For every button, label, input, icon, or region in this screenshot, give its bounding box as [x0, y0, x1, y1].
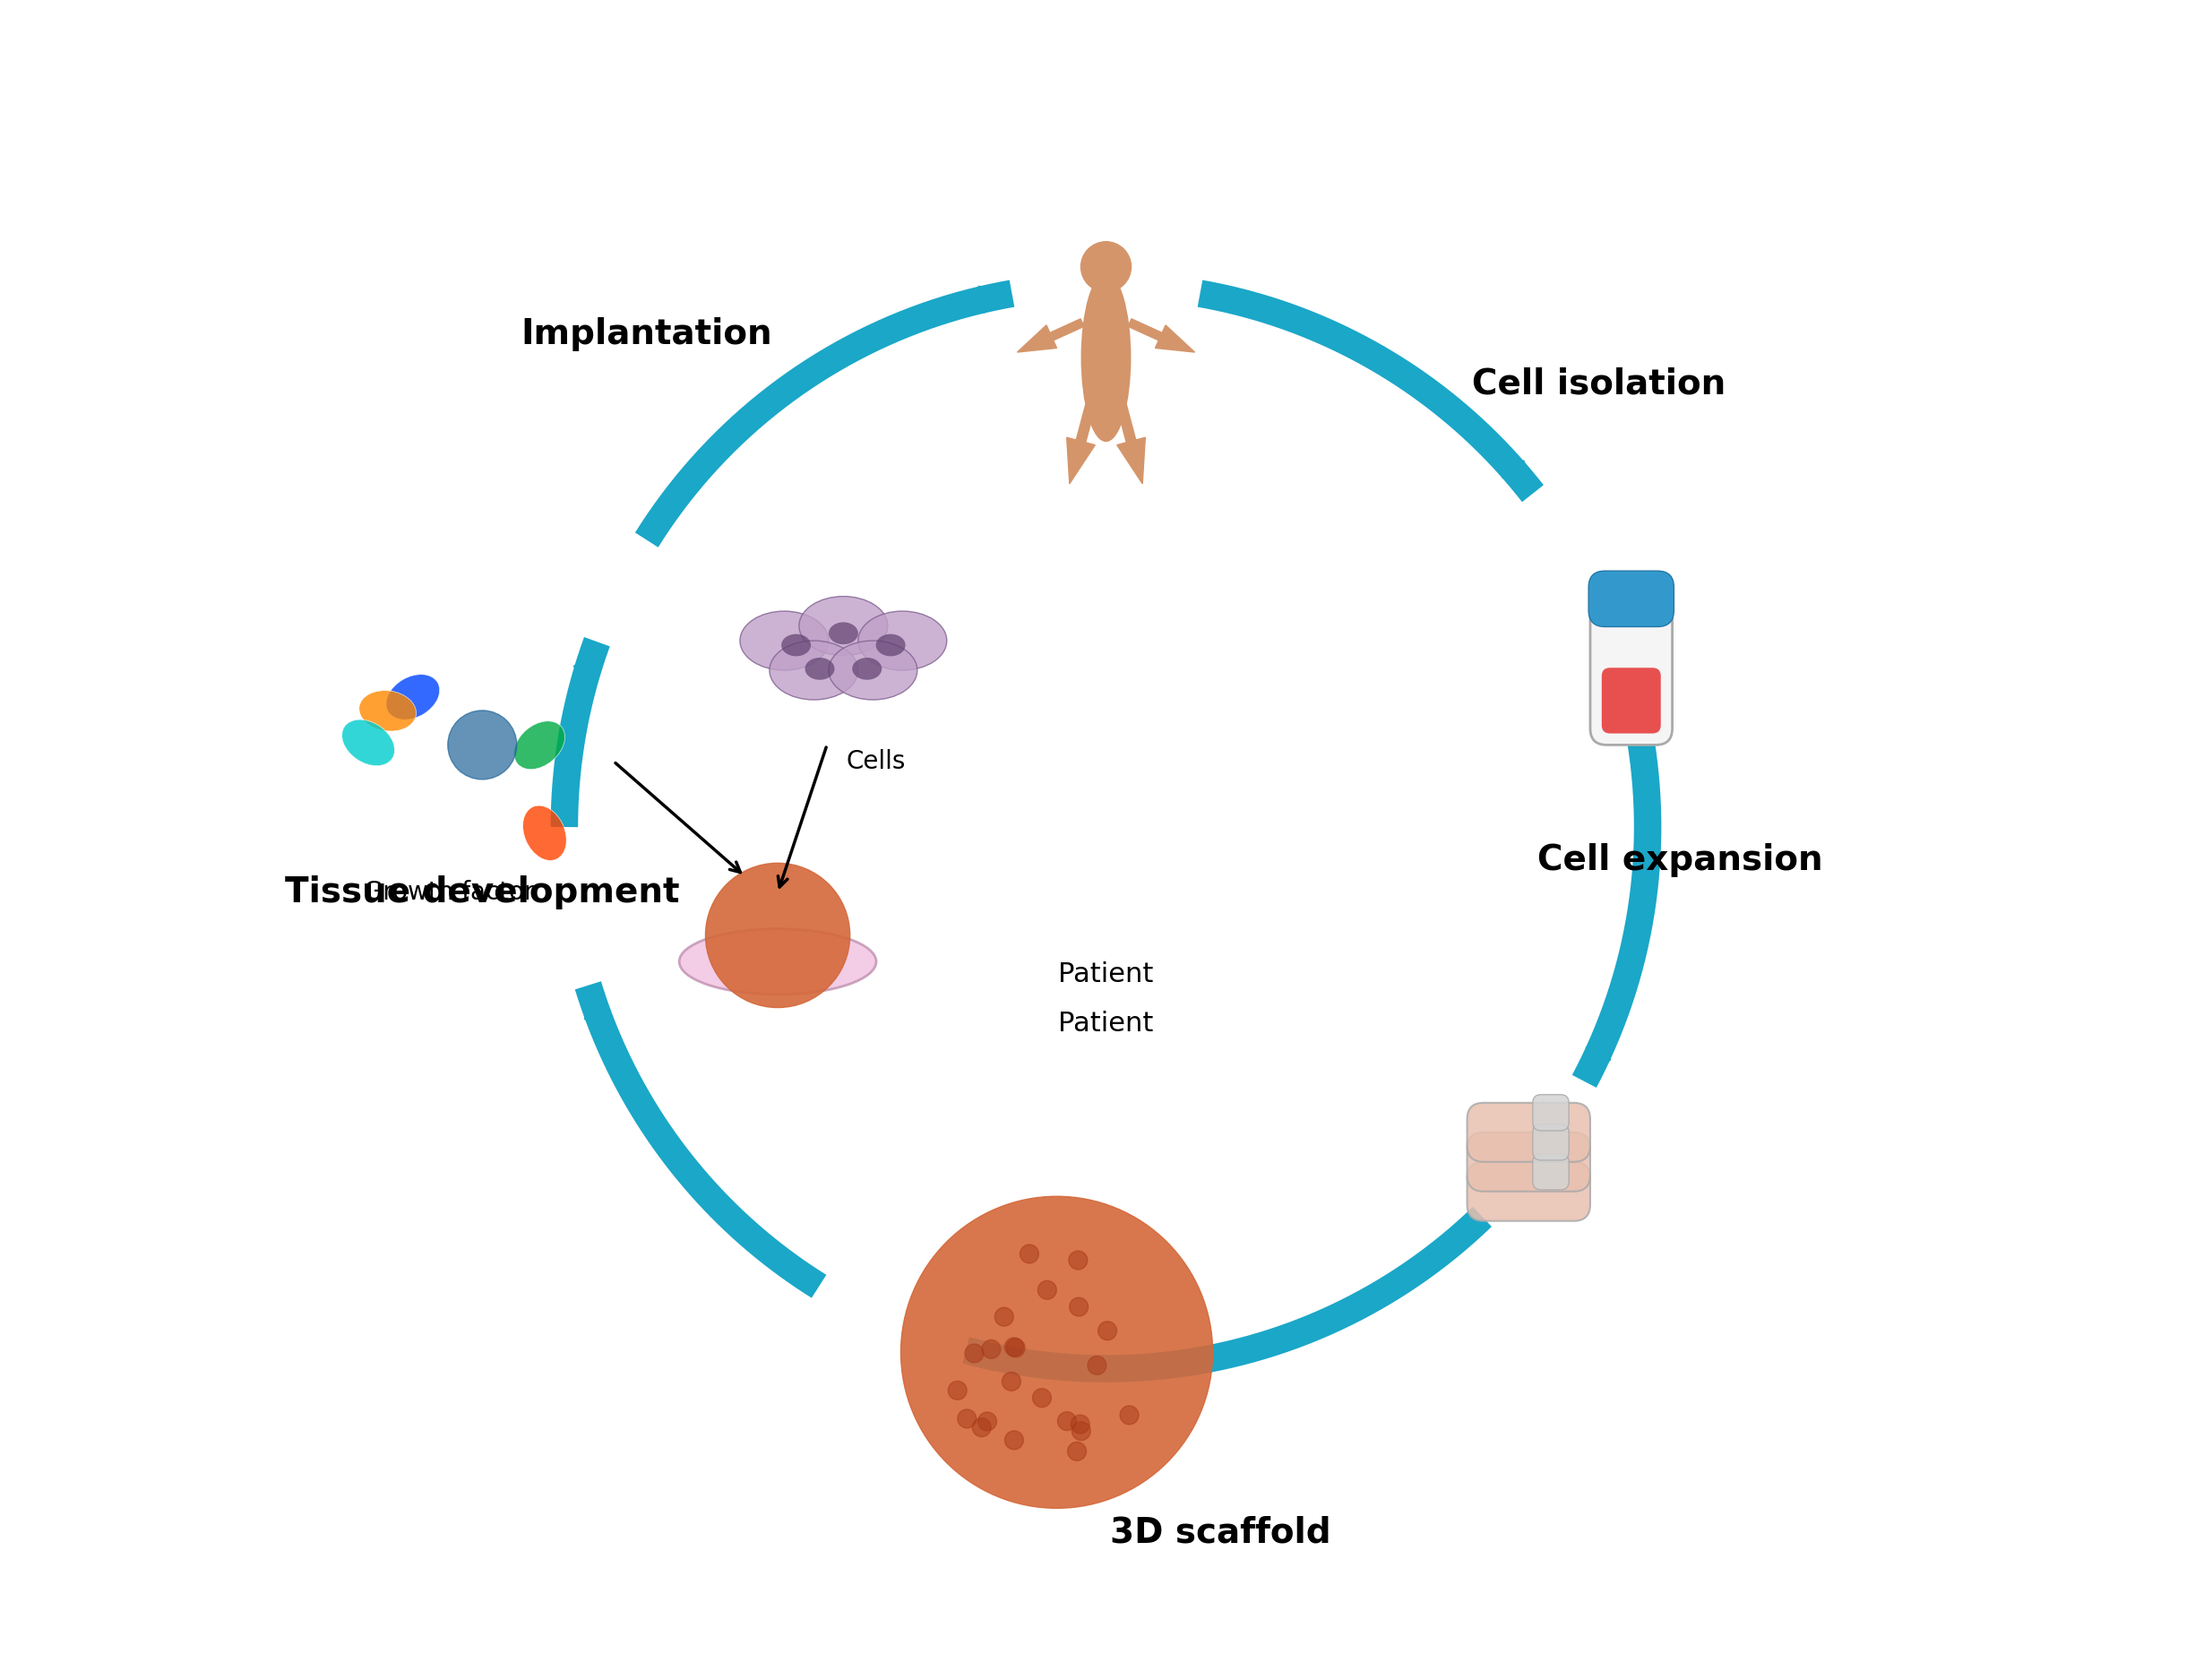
Ellipse shape [781, 633, 812, 657]
FancyArrow shape [1115, 399, 1146, 483]
Circle shape [982, 1340, 1000, 1358]
FancyBboxPatch shape [1467, 1133, 1590, 1191]
FancyArrow shape [1066, 399, 1097, 483]
Circle shape [1119, 1406, 1139, 1424]
Text: 3D scaffold: 3D scaffold [1110, 1515, 1332, 1550]
Ellipse shape [513, 721, 564, 769]
Ellipse shape [679, 930, 876, 994]
FancyBboxPatch shape [1467, 1161, 1590, 1221]
Circle shape [1033, 1388, 1051, 1408]
FancyBboxPatch shape [1533, 1154, 1568, 1189]
Circle shape [706, 863, 849, 1007]
Circle shape [1006, 1338, 1024, 1358]
FancyBboxPatch shape [1601, 668, 1661, 733]
FancyBboxPatch shape [1533, 1125, 1568, 1159]
Ellipse shape [387, 675, 440, 719]
Circle shape [973, 1417, 991, 1437]
Text: Patient: Patient [1057, 1011, 1155, 1037]
Ellipse shape [876, 633, 905, 657]
Ellipse shape [852, 658, 883, 680]
Circle shape [1004, 1338, 1024, 1356]
Circle shape [1020, 1244, 1040, 1264]
Circle shape [1097, 1322, 1117, 1340]
Ellipse shape [830, 640, 918, 700]
Circle shape [1057, 1413, 1077, 1431]
Circle shape [447, 711, 518, 779]
Text: Cell isolation: Cell isolation [1471, 367, 1725, 400]
FancyArrow shape [1018, 319, 1084, 352]
Circle shape [1073, 1422, 1091, 1441]
Text: Growth factor: Growth factor [365, 880, 535, 905]
Circle shape [995, 1307, 1013, 1327]
Text: Tissue development: Tissue development [285, 875, 679, 910]
Circle shape [958, 1409, 975, 1427]
Circle shape [900, 1196, 1212, 1508]
Circle shape [1068, 1250, 1088, 1270]
FancyBboxPatch shape [1590, 589, 1672, 744]
Circle shape [978, 1413, 998, 1431]
Ellipse shape [799, 597, 887, 655]
FancyBboxPatch shape [1588, 571, 1674, 627]
Text: Cell expansion: Cell expansion [1537, 844, 1823, 877]
Ellipse shape [805, 658, 834, 680]
FancyBboxPatch shape [1467, 1103, 1590, 1161]
Circle shape [1002, 1373, 1020, 1391]
Circle shape [1088, 1356, 1106, 1374]
FancyArrow shape [1128, 319, 1194, 352]
Text: Patient: Patient [1057, 961, 1155, 987]
Ellipse shape [343, 719, 394, 766]
Circle shape [949, 1381, 967, 1399]
Circle shape [1082, 241, 1130, 293]
Ellipse shape [770, 640, 858, 700]
Circle shape [1071, 1414, 1091, 1434]
FancyBboxPatch shape [1533, 1095, 1568, 1131]
Ellipse shape [858, 610, 947, 670]
Ellipse shape [741, 610, 830, 670]
Ellipse shape [358, 690, 416, 731]
Ellipse shape [1082, 275, 1130, 442]
Circle shape [1037, 1280, 1057, 1300]
Circle shape [964, 1345, 984, 1363]
Ellipse shape [830, 622, 858, 645]
Ellipse shape [522, 805, 566, 860]
Text: Cells: Cells [847, 749, 907, 774]
Text: Implantation: Implantation [520, 318, 772, 352]
Circle shape [1068, 1442, 1086, 1460]
Circle shape [1068, 1297, 1088, 1317]
Circle shape [1004, 1431, 1024, 1449]
